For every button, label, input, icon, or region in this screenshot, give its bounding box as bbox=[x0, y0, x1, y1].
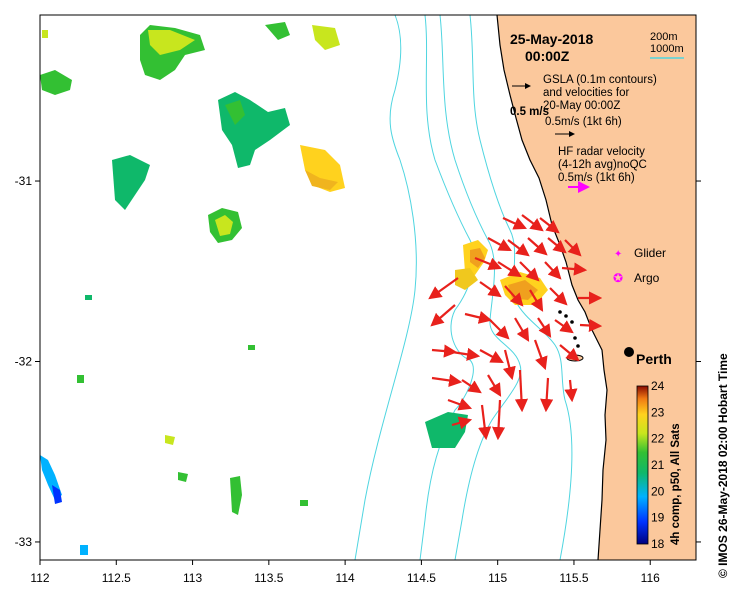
y-tick-label: -33 bbox=[15, 535, 33, 549]
glider-label: Glider bbox=[634, 246, 666, 260]
hf-line2: (4-12h avg)noQC bbox=[558, 159, 647, 171]
x-tick-label: 115 bbox=[488, 571, 507, 585]
gsla-overlap-label: 0.5 m/s bbox=[510, 106, 549, 118]
x-tick-label: 116 bbox=[641, 571, 660, 585]
current-arrows bbox=[428, 214, 603, 441]
x-tick-label: 113.5 bbox=[254, 571, 283, 585]
sst-patches bbox=[40, 22, 548, 555]
perth-label: Perth bbox=[636, 351, 672, 367]
x-tick-label: 114 bbox=[336, 571, 355, 585]
x-tick-label: 112 bbox=[30, 571, 49, 585]
colorbar-ticks: 24 23 22 21 20 19 18 bbox=[651, 379, 665, 551]
colorbar-tick-label: 21 bbox=[651, 458, 665, 472]
side-credit: © IMOS 26-May-2018 02:00 Hobart Time bbox=[716, 353, 730, 578]
gsla-line3: 20-May 00:00Z bbox=[543, 100, 620, 112]
glider-icon: ✦ bbox=[614, 249, 622, 260]
x-tick-label: 112.5 bbox=[102, 571, 131, 585]
colorbar-tick-label: 23 bbox=[651, 405, 665, 419]
gsla-scale: 0.5m/s (1kt 6h) bbox=[545, 116, 622, 128]
colorbar bbox=[636, 385, 649, 545]
glider-track bbox=[558, 310, 580, 348]
argo-icon: ✪ bbox=[613, 271, 623, 285]
argo-label: Argo bbox=[634, 271, 660, 285]
coastline bbox=[496, 15, 608, 560]
hf-line1: HF radar velocity bbox=[558, 146, 645, 158]
x-tick-label: 115.5 bbox=[559, 571, 588, 585]
legend-200m-label: 200m bbox=[650, 31, 678, 43]
perth-marker bbox=[624, 347, 634, 357]
contour-loop bbox=[354, 15, 417, 560]
colorbar-tick-label: 19 bbox=[651, 511, 665, 525]
x-tick-label: 113 bbox=[183, 571, 202, 585]
colorbar-tick-label: 24 bbox=[651, 379, 665, 393]
map-time: 00:00Z bbox=[525, 48, 570, 64]
colorbar-tick-label: 18 bbox=[651, 537, 665, 551]
colorbar-tick-label: 20 bbox=[651, 484, 665, 498]
gsla-line1: GSLA (0.1m contours) bbox=[543, 74, 657, 86]
colorbar-tick-label: 22 bbox=[651, 432, 665, 446]
y-tick-label: -31 bbox=[15, 174, 33, 188]
y-tick-label: -32 bbox=[15, 354, 33, 368]
gsla-line2: and velocities for bbox=[543, 87, 629, 99]
y-axis: -31 -32 -33 bbox=[15, 174, 701, 549]
x-axis: 112 112.5 113 113.5 114 114.5 115 115.5 116 bbox=[30, 560, 660, 585]
colorbar-label: 4h comp, p50, All Sats bbox=[670, 423, 682, 545]
hf-scale: 0.5m/s (1kt 6h) bbox=[558, 172, 635, 184]
map-date: 25-May-2018 bbox=[510, 31, 593, 47]
legend-1000m-label: 1000m bbox=[650, 43, 684, 55]
x-tick-label: 114.5 bbox=[407, 571, 436, 585]
plot-frame bbox=[39, 14, 697, 561]
